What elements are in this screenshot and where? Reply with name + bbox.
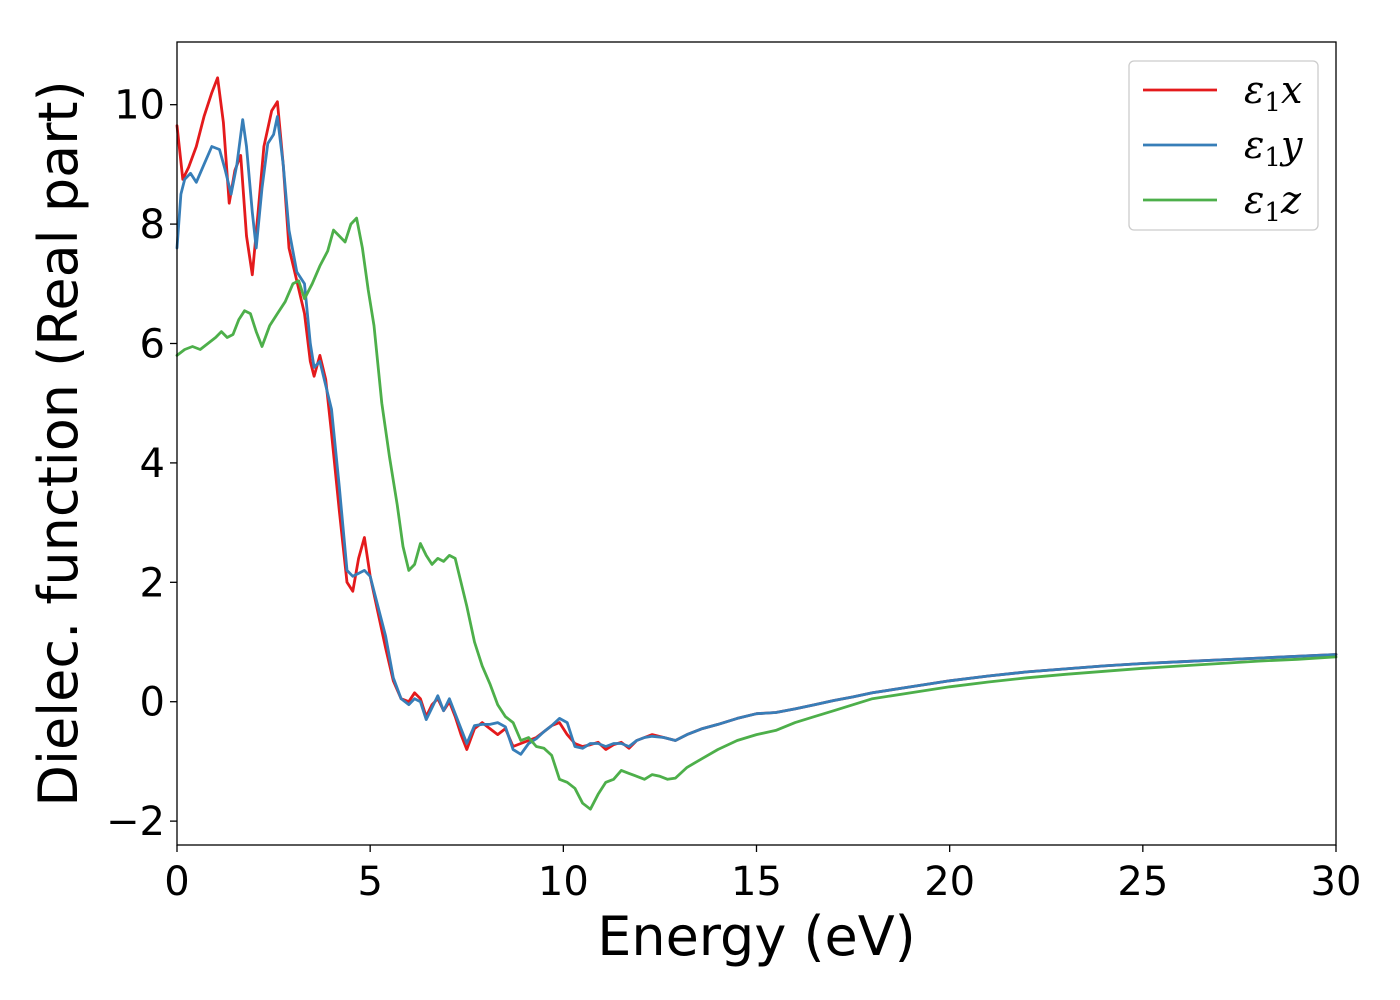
series-layer xyxy=(175,76,1338,811)
y-tick-label: 6 xyxy=(140,321,165,367)
series-line-y xyxy=(175,115,1338,756)
x-tick-label: 5 xyxy=(357,859,382,905)
y-tick-label: −2 xyxy=(106,799,165,845)
y-tick-label: 10 xyxy=(114,83,165,129)
legend-label-z: ε1z xyxy=(1244,178,1302,228)
x-axis: 0 5 10 15 20 25 30 xyxy=(164,845,1361,905)
y-axis: −2 0 2 4 6 8 10 xyxy=(106,83,177,845)
x-tick-label: 20 xyxy=(924,859,975,905)
x-axis-title: Energy (eV) xyxy=(597,905,916,968)
x-tick-label: 30 xyxy=(1311,859,1362,905)
x-tick-label: 15 xyxy=(731,859,782,905)
legend-label-y: ε1y xyxy=(1244,123,1303,173)
y-axis-title: Dielec. function (Real part) xyxy=(27,80,90,806)
legend-label-x: ε1x xyxy=(1244,68,1302,118)
x-tick-label: 25 xyxy=(1117,859,1168,905)
legend-box xyxy=(1128,60,1319,231)
y-tick-label: 2 xyxy=(140,560,165,606)
y-tick-label: 8 xyxy=(140,202,165,248)
x-tick-label: 0 xyxy=(164,859,189,905)
series-line-z xyxy=(175,216,1338,811)
y-tick-label: 0 xyxy=(140,680,165,726)
x-tick-label: 10 xyxy=(538,859,589,905)
y-tick-label: 4 xyxy=(140,441,165,487)
